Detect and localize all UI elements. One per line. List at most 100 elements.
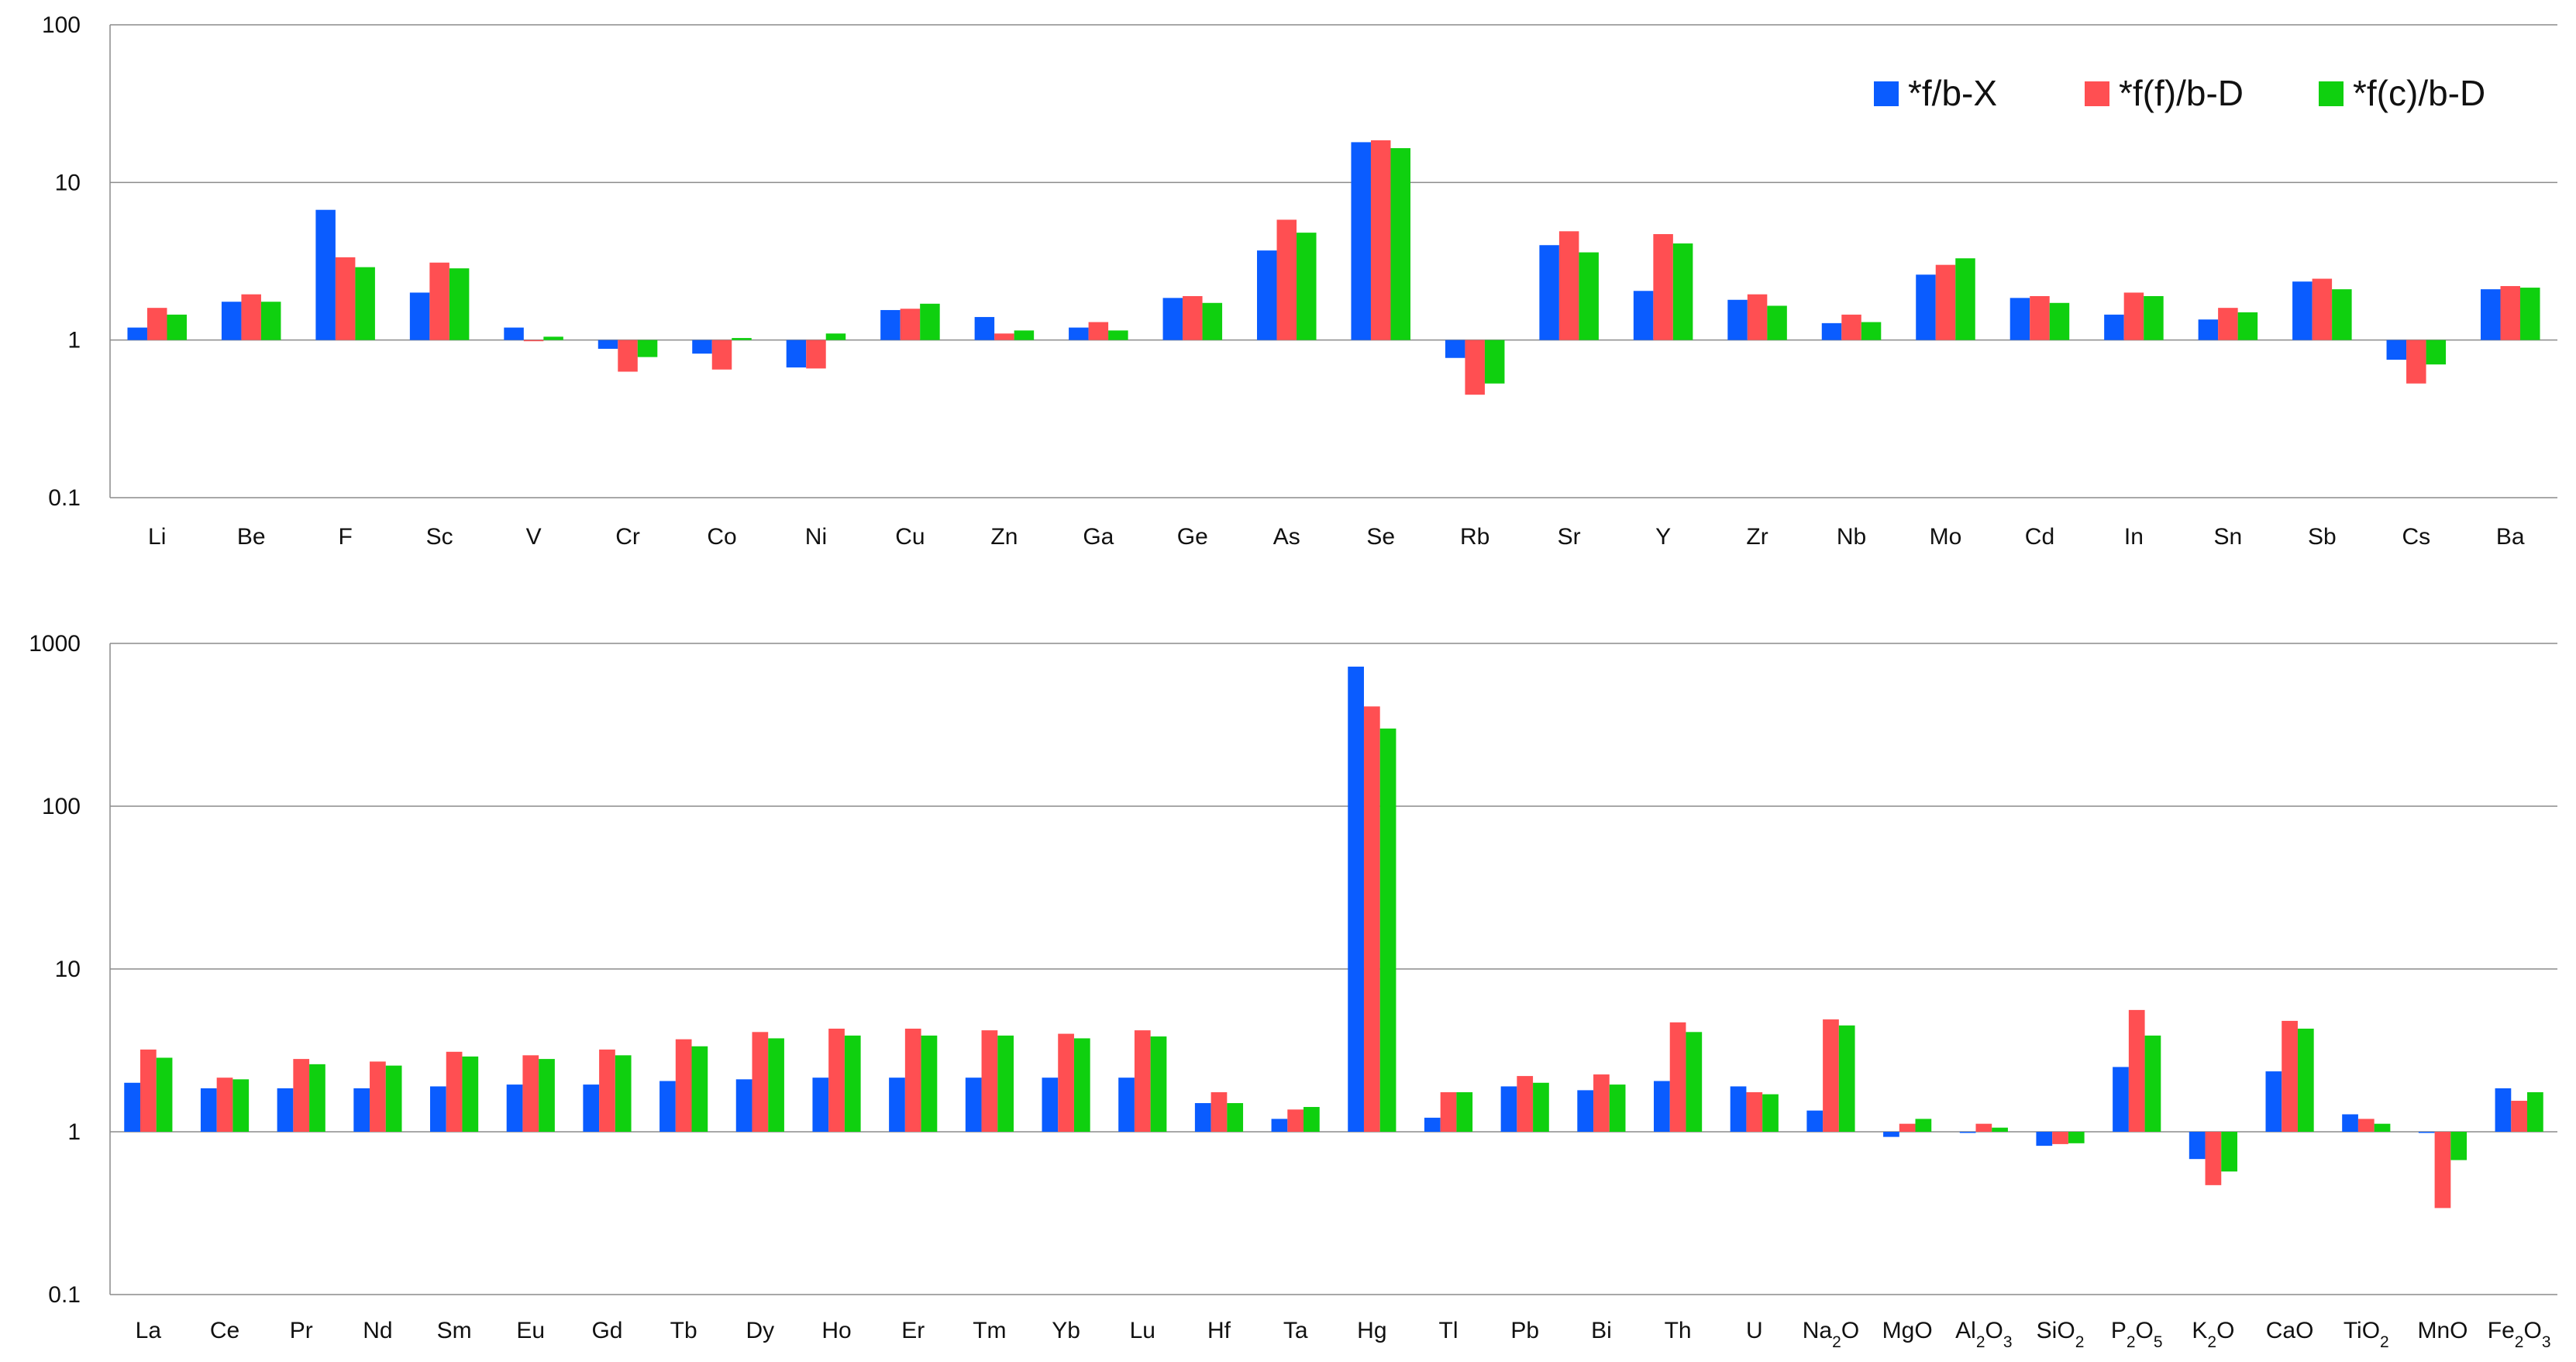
bar-Yb-series-2 <box>1073 1038 1090 1132</box>
x-tick-label: Cu <box>895 524 925 550</box>
bar-Tl-series-1 <box>1440 1091 1457 1132</box>
bar-Cd-series-2 <box>2049 302 2070 340</box>
bar-As-series-0 <box>1257 250 1277 340</box>
bar-Sm-series-1 <box>446 1051 463 1132</box>
legend-swatch <box>2085 81 2109 106</box>
bar-Mo-series-1 <box>1935 264 1956 340</box>
bar-K2O-series-2 <box>2221 1132 2237 1172</box>
x-tick-label: Rb <box>1460 524 1489 550</box>
bar-Yb-series-1 <box>1058 1033 1074 1132</box>
bar-U-series-0 <box>1730 1086 1747 1132</box>
bar-Sb-series-2 <box>2332 289 2352 340</box>
bar-Zn-series-1 <box>994 333 1014 340</box>
bar-Sc-series-0 <box>409 292 430 340</box>
bar-Sr-series-0 <box>1539 245 1559 340</box>
bar-MnO-series-2 <box>2450 1132 2468 1160</box>
x-tick-label: La <box>136 1318 162 1343</box>
bar-Co-series-2 <box>732 338 752 340</box>
bar-Co-series-0 <box>692 340 712 354</box>
legend-label: *f(c)/b-D <box>2353 73 2485 113</box>
bar-Hg-series-0 <box>1348 666 1364 1132</box>
bar-Rb-series-2 <box>1484 340 1505 384</box>
bar-Tb-series-1 <box>675 1039 692 1132</box>
bar-Ta-series-1 <box>1287 1109 1304 1132</box>
bar-Zn-series-2 <box>1014 330 1035 340</box>
y-tick-label: 0.1 <box>48 485 81 511</box>
bar-MgO-series-2 <box>1915 1119 1932 1132</box>
x-tick-label: SiO2 <box>2037 1318 2085 1351</box>
x-tick-label: Tb <box>670 1318 697 1343</box>
bar-Ho-series-2 <box>844 1035 861 1132</box>
bar-P2O5-series-2 <box>2144 1035 2161 1132</box>
bar-Bi-series-1 <box>1593 1074 1610 1132</box>
x-tick-label: Sc <box>426 524 453 550</box>
x-tick-label: Dy <box>746 1318 775 1343</box>
x-tick-label: Cr <box>615 524 640 550</box>
bar-Pb-series-1 <box>1517 1076 1534 1132</box>
bar-Se-series-2 <box>1390 148 1410 340</box>
bar-CaO-series-2 <box>2297 1028 2314 1132</box>
bar-Co-series-1 <box>711 340 732 370</box>
bar-Fe2O3-series-2 <box>2527 1091 2543 1132</box>
x-tick-label: Eu <box>516 1318 545 1343</box>
bar-U-series-1 <box>1746 1091 1763 1132</box>
x-tick-label: Nb <box>1837 524 1866 550</box>
bar-Cr-series-0 <box>598 340 618 349</box>
bar-MnO-series-0 <box>2418 1132 2435 1133</box>
bar-CaO-series-0 <box>2265 1071 2282 1132</box>
bar-Li-series-0 <box>127 327 147 340</box>
bar-Ta-series-0 <box>1271 1119 1288 1132</box>
bar-P2O5-series-1 <box>2128 1009 2145 1132</box>
bar-Th-series-1 <box>1669 1022 1686 1132</box>
y-tick-label: 10 <box>55 170 81 195</box>
bar-Se-series-0 <box>1351 142 1371 340</box>
bar-Fe2O3-series-0 <box>2495 1088 2512 1132</box>
bar-U-series-2 <box>1762 1094 1779 1132</box>
bar-Na2O-series-2 <box>1838 1025 1855 1132</box>
bar-Tb-series-2 <box>691 1046 708 1132</box>
bar-Mo-series-0 <box>1916 274 1936 340</box>
x-tick-label: Sb <box>2308 524 2337 550</box>
bar-Fe2O3-series-1 <box>2511 1101 2528 1132</box>
bar-Dy-series-1 <box>752 1032 769 1132</box>
bar-Er-series-1 <box>904 1028 921 1132</box>
x-tick-label: Ga <box>1083 524 1114 550</box>
bar-Sr-series-1 <box>1558 231 1579 340</box>
bar-Cs-series-2 <box>2426 340 2447 365</box>
bar-Li-series-1 <box>146 308 167 340</box>
bar-Lu-series-1 <box>1134 1030 1151 1132</box>
bar-Eu-series-1 <box>522 1055 539 1132</box>
bar-Zr-series-1 <box>1747 294 1768 340</box>
bar-Cu-series-0 <box>880 309 901 340</box>
bar-Cs-series-0 <box>2386 340 2407 360</box>
bar-Na2O-series-1 <box>1823 1019 1839 1132</box>
y-tick-label: 100 <box>42 12 81 38</box>
bar-Nb-series-1 <box>1841 314 1861 340</box>
x-tick-label: In <box>2124 524 2144 550</box>
bar-TiO2-series-2 <box>2374 1123 2391 1132</box>
bar-MnO-series-1 <box>2434 1132 2451 1209</box>
bar-Cs-series-1 <box>2406 340 2426 384</box>
x-tick-label: Sm <box>437 1318 472 1343</box>
bar-Nb-series-0 <box>1821 322 1842 340</box>
x-tick-label: Gd <box>591 1318 622 1343</box>
x-tick-label: Ni <box>805 524 827 550</box>
bar-Be-series-1 <box>241 294 261 340</box>
bar-Ni-series-0 <box>786 340 807 368</box>
bar-In-series-0 <box>2104 314 2124 340</box>
bar-Tl-series-2 <box>1456 1091 1473 1132</box>
x-tick-label: Lu <box>1130 1318 1155 1343</box>
bar-Hg-series-2 <box>1379 728 1396 1132</box>
bar-MgO-series-1 <box>1899 1123 1916 1132</box>
bar-Zn-series-0 <box>974 316 995 340</box>
bar-Nd-series-1 <box>370 1061 386 1132</box>
bar-Rb-series-0 <box>1445 340 1465 358</box>
bar-F-series-2 <box>355 267 375 340</box>
bar-Tl-series-0 <box>1424 1117 1441 1132</box>
bar-Be-series-2 <box>260 302 281 340</box>
bar-K2O-series-1 <box>2205 1132 2222 1185</box>
bar-CaO-series-1 <box>2282 1020 2298 1132</box>
bar-Pb-series-0 <box>1500 1086 1517 1132</box>
bar-Cr-series-2 <box>637 340 658 357</box>
bar-P2O5-series-0 <box>2113 1067 2129 1132</box>
